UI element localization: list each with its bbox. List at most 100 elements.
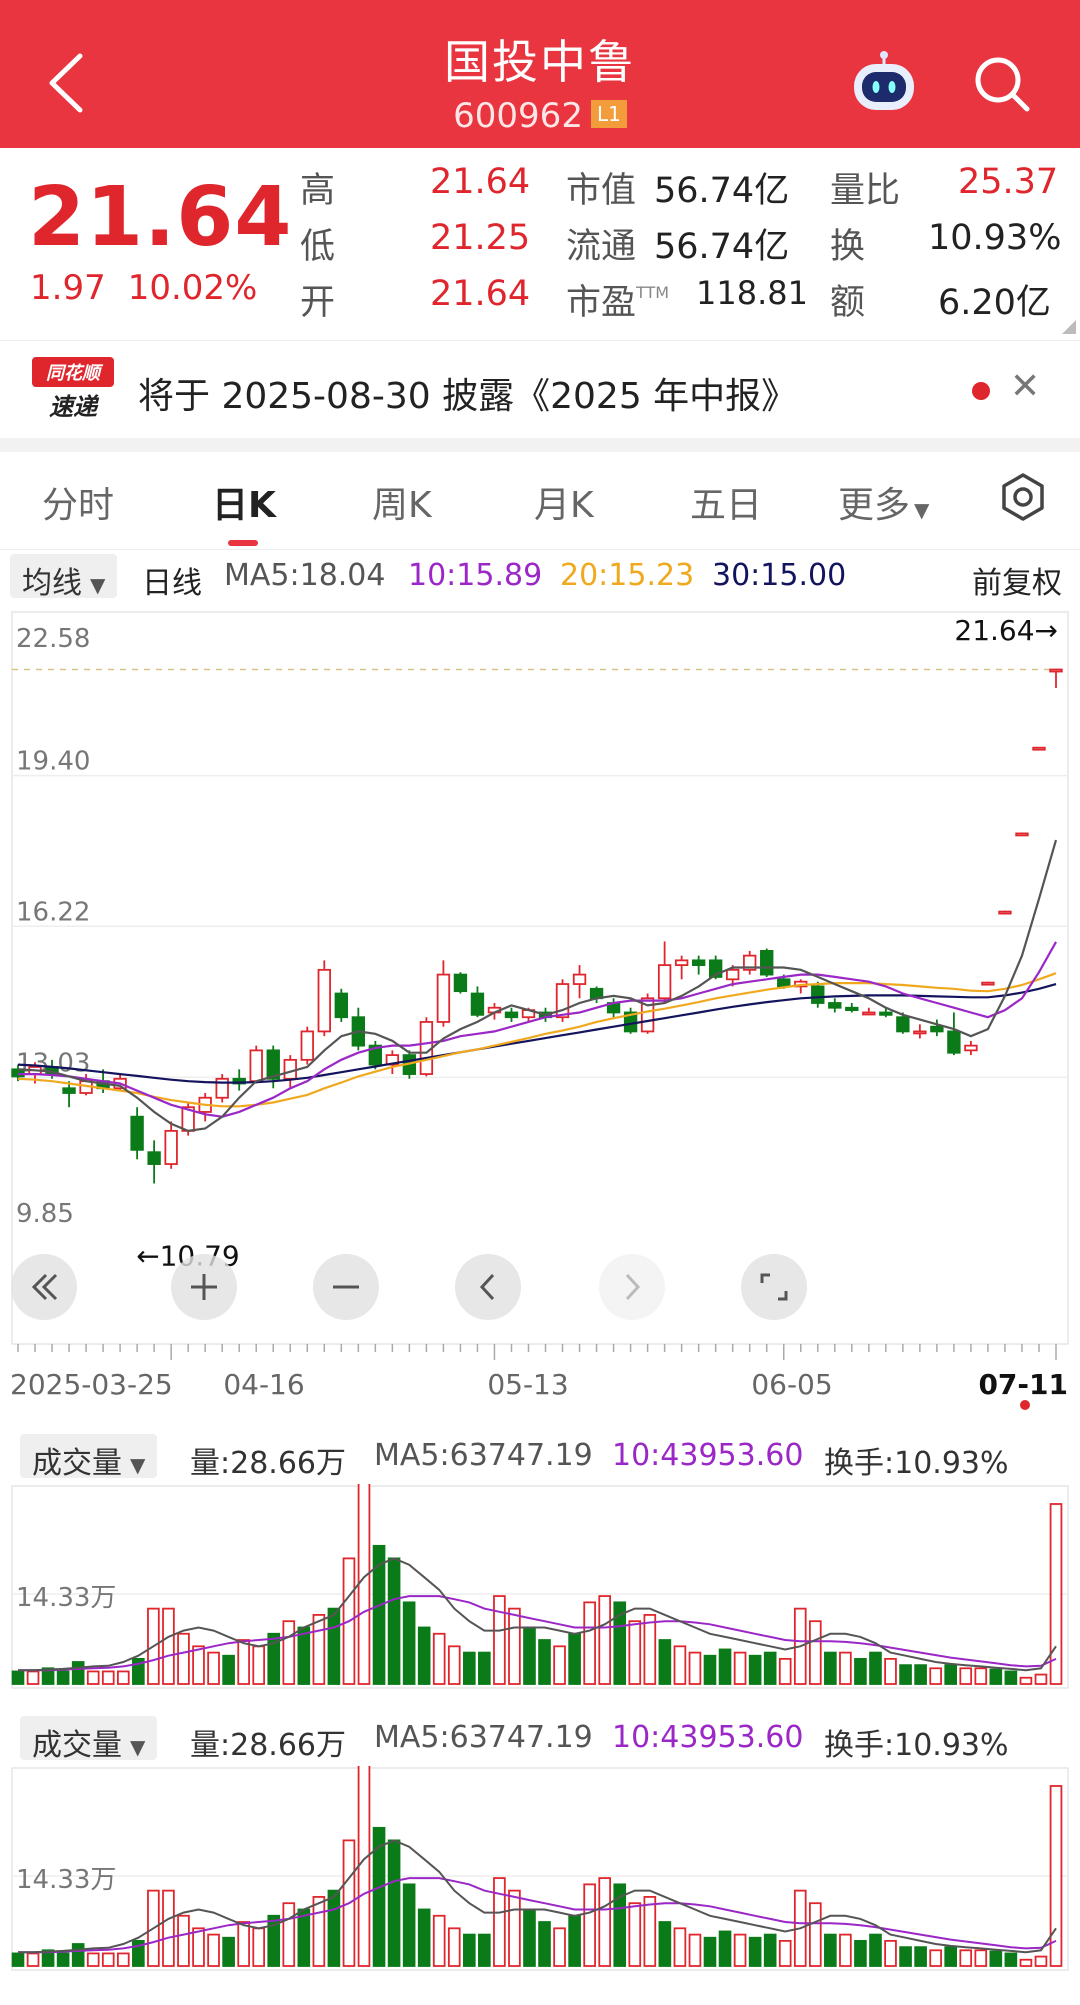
tab-monthly-k[interactable]: 月K (534, 485, 594, 526)
volume-bar (297, 1626, 311, 1685)
tab-daily-k[interactable]: 日K (212, 485, 276, 526)
volume-bar (568, 1632, 581, 1685)
fullscreen-icon[interactable] (741, 1254, 807, 1320)
candle-body (981, 981, 995, 986)
active-tab-indicator (228, 540, 258, 546)
volume-bar (538, 1921, 551, 1967)
candle-body (691, 959, 706, 967)
volume-turnover-1: 换手:10.93% (824, 1446, 1009, 1481)
turnover-value: 10.93% (928, 218, 1062, 258)
candle-body (147, 1151, 161, 1165)
volume-bar (1004, 1670, 1018, 1685)
candle-body (436, 973, 451, 1023)
pan-left-icon-bg (455, 1254, 521, 1320)
tab-intraday[interactable]: 分时 (42, 485, 115, 526)
volume-bar (583, 1883, 596, 1967)
period-label: 日线 (142, 566, 202, 601)
dropdown-caret-icon: ▼ (130, 1734, 146, 1759)
volume-bar (959, 1949, 973, 1967)
logo-line1: 同花顺 (46, 363, 104, 384)
volume-bar (778, 1939, 792, 1967)
volume-bar (658, 1639, 672, 1685)
volume-bar (658, 1921, 672, 1967)
volume-bar (643, 1614, 657, 1685)
volume-bar (71, 1943, 85, 1967)
volume-bar (598, 1877, 612, 1967)
volume-bar (613, 1601, 627, 1685)
volume-bar (222, 1654, 235, 1685)
volume-bar (808, 1902, 822, 1967)
volume-bar (763, 1933, 777, 1967)
amount-value: 6.20亿 (938, 283, 1051, 323)
amount-label: 额 (830, 283, 866, 323)
chart-settings-icon[interactable] (998, 472, 1048, 522)
pan-right-icon[interactable] (599, 1254, 665, 1320)
volume-ma5-1: MA5:63747.19 (374, 1438, 593, 1473)
candle-body (743, 954, 757, 971)
volume-bar (508, 1889, 521, 1967)
tab-weekly-k[interactable]: 周K (372, 485, 432, 526)
candlestick-chart[interactable]: 22.5819.4016.2213.039.8521.64→←10.792025… (0, 600, 1080, 1415)
back-arrow-icon[interactable] (44, 50, 88, 116)
volume-bar (327, 1607, 341, 1685)
tab-five-day[interactable]: 五日 (690, 485, 763, 526)
volume-bar (132, 1657, 145, 1685)
y-tick-label: 9.85 (16, 1199, 74, 1229)
float-label: 流通 (566, 227, 637, 267)
ma30-legend: 30:15.00 (712, 558, 847, 593)
ma5-line (17, 839, 1058, 1133)
volume-bar (808, 1620, 822, 1685)
volume-bar (192, 1645, 205, 1685)
chevron (625, 1273, 641, 1301)
corner (760, 1273, 770, 1283)
y-tick-label: 22.58 (16, 624, 90, 654)
volume-bar (1019, 1958, 1033, 1967)
indicator-dropdown[interactable]: 均线 ▼ (10, 554, 118, 601)
tab-more[interactable]: 更多 ▼ (838, 476, 929, 528)
volume-bar (673, 1645, 687, 1685)
volume-bar (11, 1670, 25, 1685)
adjust-mode[interactable]: 前复权 (972, 566, 1062, 601)
volume-bar (252, 1645, 266, 1685)
rewind-icon[interactable] (11, 1254, 77, 1320)
candle-body (317, 968, 331, 1033)
volume-bar (944, 1664, 958, 1685)
zoom-out-icon[interactable] (313, 1254, 379, 1320)
candle-body (164, 1129, 178, 1165)
volume-bar (387, 1839, 401, 1967)
news-strip[interactable]: 同花顺 速递 将于 2025-08-30 披露《2025 年中报》 (0, 340, 1080, 440)
y-tick-label: 14.33万 (16, 1865, 116, 1895)
logo-line2: 速递 (49, 393, 100, 421)
candle-body (1049, 668, 1063, 673)
volume-bar (884, 1657, 897, 1685)
volume-bar (402, 1601, 416, 1685)
search-icon[interactable] (972, 54, 1032, 114)
volume-bar (959, 1667, 973, 1685)
volume-dropdown-2[interactable]: 成交量 ▼ (20, 1716, 158, 1763)
more-caret-icon: ▼ (914, 498, 930, 522)
volume-bar (162, 1607, 175, 1685)
volume-bar (899, 1664, 912, 1685)
ma20-legend: 20:15.23 (560, 558, 695, 593)
mcap-label: 市值 (566, 171, 637, 211)
volume-bar (839, 1933, 852, 1967)
chevron (31, 1273, 48, 1301)
news-text[interactable]: 将于 2025-08-30 披露《2025 年中报》 (138, 376, 798, 417)
volume-bar (207, 1933, 220, 1967)
zoom-in-icon[interactable] (171, 1254, 237, 1320)
close-news-button[interactable]: ✕ (1010, 366, 1041, 407)
mcap-value: 56.74亿 (654, 171, 790, 211)
volume-bar (989, 1950, 1003, 1967)
robot-assistant-icon[interactable] (848, 50, 920, 116)
volume-bar (989, 1668, 1003, 1685)
pan-left-icon[interactable] (455, 1254, 521, 1320)
volume-ma10-1: 10:43953.60 (612, 1438, 804, 1473)
volume-dropdown-1[interactable]: 成交量 ▼ (20, 1434, 158, 1481)
volume-bar (748, 1654, 762, 1685)
volume-bar (357, 1766, 371, 1967)
expand-corner-icon[interactable] (1062, 320, 1076, 334)
ma5-volume-line (18, 1839, 1057, 1954)
volume-bar (101, 1952, 115, 1967)
volume-bar (116, 1952, 130, 1967)
low-label: 低 (300, 227, 336, 267)
